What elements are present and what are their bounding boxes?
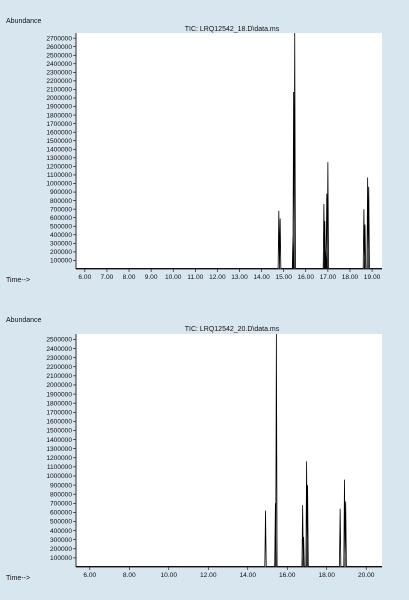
chart-2-y-ticks: 100000 200000 300000 400000 500000 600000 7000… bbox=[46, 337, 76, 562]
chart-2-x-ticks: 6.00 8.00 10.00 12.00 14.00 16.00 18.00 20.00 bbox=[83, 567, 375, 579]
x-tick-label: 18.00 bbox=[342, 274, 359, 281]
y-tick-label: 2200000 bbox=[46, 78, 72, 85]
y-tick-label: 1800000 bbox=[46, 400, 72, 407]
x-tick-label: 20.00 bbox=[358, 572, 375, 579]
y-tick-label: 1200000 bbox=[46, 455, 72, 462]
y-tick-label: 900000 bbox=[50, 189, 72, 196]
chart-2-ylabel: Abundance bbox=[6, 317, 42, 324]
x-tick-label: 17.00 bbox=[320, 274, 337, 281]
chart-1-plot-area bbox=[76, 33, 382, 269]
y-tick-label: 500000 bbox=[50, 519, 72, 526]
y-tick-label: 2600000 bbox=[46, 44, 72, 51]
y-tick-label: 1000000 bbox=[46, 181, 72, 188]
y-tick-label: 1900000 bbox=[46, 104, 72, 111]
y-tick-label: 1500000 bbox=[46, 428, 72, 435]
x-tick-label: 15.00 bbox=[275, 274, 292, 281]
chart-2-xlabel: Time--> bbox=[6, 575, 30, 582]
chart-1-x-ticks: 6.00 7.00 8.00 9.00 10.00 11.00 12.00 13.00 14.0… bbox=[78, 269, 381, 281]
y-tick-label: 500000 bbox=[50, 223, 72, 230]
y-tick-label: 400000 bbox=[50, 528, 72, 535]
y-tick-label: 700000 bbox=[50, 206, 72, 213]
chart-2-title: TIC: LRQ12542_20.D\data.ms bbox=[185, 326, 280, 333]
x-tick-label: 10.00 bbox=[161, 572, 178, 579]
x-tick-label: 6.00 bbox=[78, 274, 91, 281]
y-tick-label: 300000 bbox=[50, 537, 72, 544]
y-tick-label: 100000 bbox=[50, 555, 72, 562]
chart-1-trace bbox=[76, 32, 382, 269]
y-tick-label: 2500000 bbox=[46, 337, 72, 344]
x-tick-label: 8.00 bbox=[123, 572, 136, 579]
x-tick-label: 8.00 bbox=[123, 274, 136, 281]
x-tick-label: 10.00 bbox=[165, 274, 182, 281]
chart-1-xlabel: Time--> bbox=[6, 277, 30, 284]
y-tick-label: 2000000 bbox=[46, 95, 72, 102]
x-tick-label: 13.00 bbox=[231, 274, 248, 281]
chart-1: Abundance TIC: LRQ12542_18.D\data.ms 100… bbox=[6, 18, 382, 284]
y-tick-label: 1400000 bbox=[46, 146, 72, 153]
y-tick-label: 1600000 bbox=[46, 419, 72, 426]
x-tick-label: 16.00 bbox=[279, 572, 296, 579]
chart-1-ylabel: Abundance bbox=[6, 18, 42, 25]
y-tick-label: 1500000 bbox=[46, 138, 72, 145]
x-tick-label: 12.00 bbox=[200, 572, 217, 579]
x-tick-label: 14.00 bbox=[253, 274, 270, 281]
y-tick-label: 2700000 bbox=[46, 35, 72, 42]
y-tick-label: 300000 bbox=[50, 241, 72, 248]
y-tick-label: 1600000 bbox=[46, 129, 72, 136]
x-tick-label: 16.00 bbox=[298, 274, 315, 281]
y-tick-label: 200000 bbox=[50, 249, 72, 256]
y-tick-label: 2000000 bbox=[46, 382, 72, 389]
chart-2-trace bbox=[76, 333, 382, 567]
y-tick-label: 100000 bbox=[50, 258, 72, 265]
y-tick-label: 1300000 bbox=[46, 446, 72, 453]
x-tick-label: 12.00 bbox=[209, 274, 226, 281]
chart-2: Abundance TIC: LRQ12542_20.D\data.ms 100… bbox=[6, 317, 382, 582]
chart-1-title: TIC: LRQ12542_18.D\data.ms bbox=[185, 26, 280, 33]
y-tick-label: 200000 bbox=[50, 546, 72, 553]
y-tick-label: 2500000 bbox=[46, 52, 72, 59]
x-tick-label: 7.00 bbox=[101, 274, 114, 281]
x-tick-label: 11.00 bbox=[187, 274, 203, 281]
y-tick-label: 800000 bbox=[50, 198, 72, 205]
y-tick-label: 1200000 bbox=[46, 164, 72, 171]
y-tick-label: 600000 bbox=[50, 510, 72, 517]
y-tick-label: 1700000 bbox=[46, 409, 72, 416]
y-tick-label: 400000 bbox=[50, 232, 72, 239]
y-tick-label: 600000 bbox=[50, 215, 72, 222]
y-tick-label: 800000 bbox=[50, 491, 72, 498]
y-tick-label: 1700000 bbox=[46, 121, 72, 128]
y-tick-label: 2400000 bbox=[46, 61, 72, 68]
y-tick-label: 2300000 bbox=[46, 355, 72, 362]
y-tick-label: 1900000 bbox=[46, 391, 72, 398]
y-tick-label: 2400000 bbox=[46, 346, 72, 353]
y-tick-label: 2100000 bbox=[46, 87, 72, 94]
y-tick-label: 2100000 bbox=[46, 373, 72, 380]
x-tick-label: 6.00 bbox=[83, 572, 96, 579]
y-tick-label: 2300000 bbox=[46, 70, 72, 77]
y-tick-label: 1100000 bbox=[47, 172, 73, 179]
y-tick-label: 1800000 bbox=[46, 112, 72, 119]
x-tick-label: 18.00 bbox=[318, 572, 335, 579]
y-tick-label: 700000 bbox=[50, 500, 72, 507]
x-tick-label: 9.00 bbox=[145, 274, 158, 281]
x-tick-label: 19.00 bbox=[364, 274, 381, 281]
y-tick-label: 2200000 bbox=[46, 364, 72, 371]
y-tick-label: 1300000 bbox=[46, 155, 72, 162]
y-tick-label: 1400000 bbox=[46, 437, 72, 444]
x-tick-label: 14.00 bbox=[239, 572, 256, 579]
y-tick-label: 1100000 bbox=[47, 464, 73, 471]
y-tick-label: 1000000 bbox=[46, 473, 72, 480]
y-tick-label: 900000 bbox=[50, 482, 72, 489]
chart-2-plot-area bbox=[76, 334, 382, 567]
